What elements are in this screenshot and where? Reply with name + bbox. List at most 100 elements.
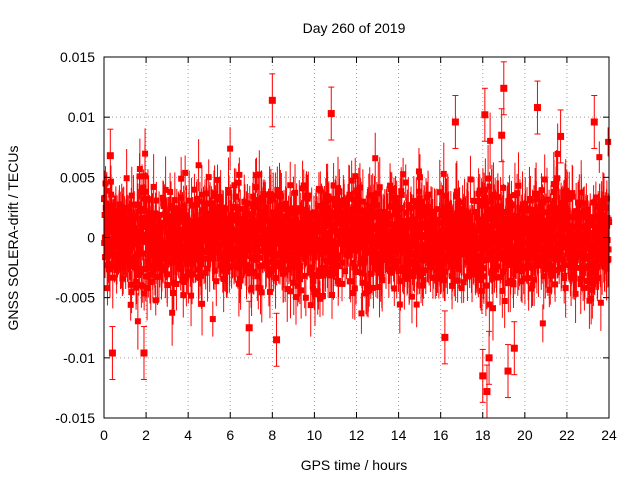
data-point <box>193 242 200 249</box>
data-point <box>348 239 355 246</box>
data-point <box>258 289 265 296</box>
data-point <box>407 238 414 245</box>
data-point <box>204 265 211 272</box>
data-point <box>515 267 522 274</box>
data-point <box>276 259 283 266</box>
data-point <box>300 182 307 189</box>
data-point <box>232 212 239 219</box>
data-point <box>581 200 588 207</box>
data-point <box>168 202 175 209</box>
data-point <box>241 198 248 205</box>
data-point <box>142 188 149 195</box>
data-point <box>248 284 255 291</box>
data-point <box>532 207 539 214</box>
axes: 0 2 4 6 8 10 12 14 16 18 20 22 24-0.015-0.01-0.00500… <box>55 49 617 443</box>
data-point <box>123 204 130 211</box>
y-tick-label: -0.01 <box>63 350 95 366</box>
data-point <box>569 193 576 200</box>
data-point <box>489 305 496 312</box>
data-point <box>328 292 335 299</box>
data-point <box>171 214 178 221</box>
data-point <box>416 209 423 216</box>
data-point <box>427 264 434 271</box>
data-point <box>469 271 476 278</box>
data-point <box>171 226 178 233</box>
data-point <box>577 275 584 282</box>
data-point <box>150 183 157 190</box>
data-point <box>175 208 182 215</box>
data-point <box>294 282 301 289</box>
data-point <box>205 174 212 181</box>
data-point <box>471 197 478 204</box>
data-point <box>519 268 526 275</box>
outlier-point <box>451 118 459 126</box>
data-point <box>167 259 174 266</box>
y-axis-label: GNSS SOLERA-drift / TECUs <box>5 146 21 331</box>
data-point <box>170 289 177 296</box>
data-point <box>478 252 485 259</box>
data-point <box>538 187 545 194</box>
data-point <box>554 150 561 157</box>
data-point <box>274 186 281 193</box>
data-point <box>290 279 297 286</box>
data-point <box>410 272 417 279</box>
data-point <box>134 318 141 325</box>
data-point <box>555 255 562 262</box>
data-point <box>375 190 382 197</box>
data-point <box>533 196 540 203</box>
data-point <box>339 280 346 287</box>
data-point <box>323 197 330 204</box>
data-point <box>256 171 263 178</box>
data-point <box>224 267 231 274</box>
data-point <box>225 189 232 196</box>
data-point <box>106 261 113 268</box>
data-point <box>322 264 329 271</box>
data-point <box>547 216 554 223</box>
data-point <box>108 250 115 257</box>
data-point <box>296 205 303 212</box>
data-point <box>334 255 341 262</box>
outlier-point <box>504 367 512 375</box>
data-point <box>195 238 202 245</box>
data-point <box>176 262 183 269</box>
data-point <box>533 231 540 238</box>
data-point <box>518 234 525 241</box>
data-point <box>321 267 328 274</box>
outlier-point <box>108 349 116 357</box>
y-tick-label: 0.005 <box>60 169 95 185</box>
outlier-point <box>500 84 508 92</box>
data-point <box>512 217 519 224</box>
data-point <box>398 191 405 198</box>
data-point <box>387 203 394 210</box>
data-point <box>435 249 442 256</box>
data-point <box>298 287 305 294</box>
data-point <box>297 263 304 270</box>
data-point <box>193 201 200 208</box>
data-point <box>155 273 162 280</box>
data-point <box>267 191 274 198</box>
data-point <box>335 240 342 247</box>
data-point <box>510 281 517 288</box>
data-point <box>590 277 597 284</box>
outlier-point <box>268 96 276 104</box>
data-point <box>487 137 494 144</box>
data-point <box>283 213 290 220</box>
x-tick-label: 20 <box>517 427 533 443</box>
data-point <box>223 221 230 228</box>
data-point <box>145 265 152 272</box>
data-point <box>173 205 180 212</box>
data-point <box>451 263 458 270</box>
data-point <box>346 191 353 198</box>
data-point <box>237 205 244 212</box>
data-point <box>136 166 143 173</box>
data-point <box>256 254 263 261</box>
data-point <box>596 212 603 219</box>
data-point <box>405 201 412 208</box>
data-point <box>560 216 567 223</box>
data-point <box>160 203 167 210</box>
data-point <box>216 230 223 237</box>
data-point <box>376 228 383 235</box>
data-point <box>310 278 317 285</box>
outlier-point <box>533 104 541 112</box>
data-point <box>432 216 439 223</box>
